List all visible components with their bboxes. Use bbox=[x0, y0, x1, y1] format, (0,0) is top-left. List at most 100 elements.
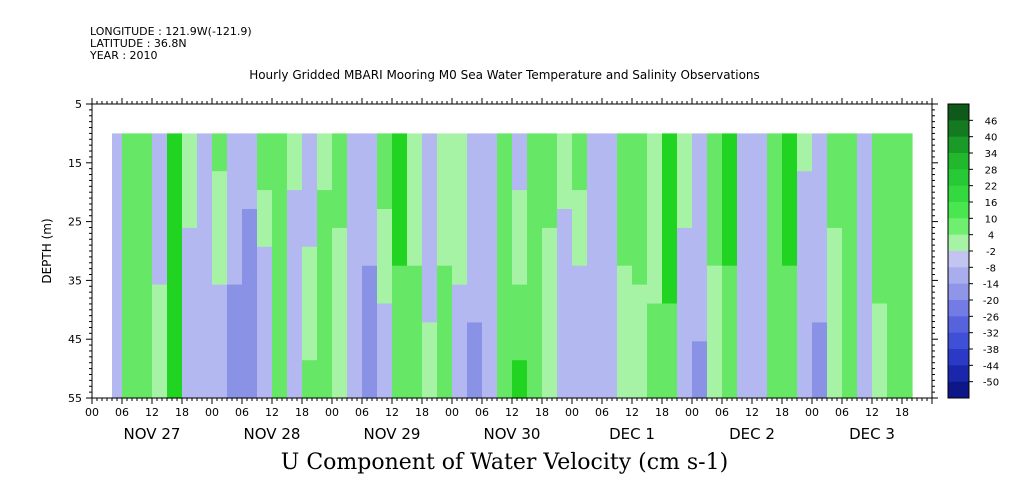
heatmap-cell bbox=[512, 265, 528, 286]
heatmap-cell bbox=[527, 209, 543, 229]
heatmap-cell bbox=[557, 152, 573, 172]
heatmap-cell bbox=[662, 190, 678, 210]
heatmap-cell bbox=[212, 379, 228, 399]
heatmap-cell bbox=[617, 190, 633, 210]
heatmap-cell bbox=[362, 190, 378, 210]
heatmap-cell bbox=[617, 209, 633, 229]
heatmap-cell bbox=[647, 284, 663, 305]
heatmap-cell bbox=[767, 379, 783, 399]
heatmap-cell bbox=[152, 322, 168, 342]
heatmap-cell bbox=[737, 341, 753, 361]
x-hour-tick-label: 18 bbox=[415, 406, 429, 419]
heatmap-cell bbox=[302, 133, 318, 153]
heatmap-cell bbox=[392, 341, 408, 361]
heatmap-cell bbox=[407, 171, 423, 191]
heatmap-cell bbox=[152, 133, 168, 153]
heatmap-cell bbox=[287, 209, 303, 229]
colorbar-segment bbox=[948, 267, 969, 285]
heatmap-cell bbox=[647, 379, 663, 399]
colorbar-segment bbox=[948, 283, 969, 301]
heatmap-cell bbox=[482, 303, 498, 323]
heatmap-cell bbox=[722, 190, 738, 210]
heatmap-cell bbox=[587, 322, 603, 342]
heatmap-cell bbox=[332, 133, 348, 153]
heatmap-cell bbox=[677, 133, 693, 153]
heatmap-cell bbox=[227, 209, 243, 229]
heatmap-cell bbox=[782, 133, 798, 153]
heatmap-cell bbox=[752, 133, 768, 153]
heatmap-cell bbox=[902, 209, 913, 229]
heatmap-cell bbox=[767, 322, 783, 342]
heatmap-cell bbox=[662, 171, 678, 191]
heatmap-cell bbox=[302, 152, 318, 172]
heatmap-cell bbox=[112, 322, 123, 342]
heatmap-cell bbox=[527, 322, 543, 342]
heatmap-cell bbox=[272, 227, 288, 248]
heatmap-cell bbox=[242, 341, 258, 361]
heatmap-cell bbox=[632, 303, 648, 323]
colorbar-segment bbox=[948, 349, 969, 366]
heatmap-cell bbox=[332, 284, 348, 305]
colorbar-segment bbox=[948, 120, 969, 138]
heatmap-cell bbox=[347, 360, 363, 380]
heatmap-cell bbox=[242, 190, 258, 210]
heatmap-cell bbox=[677, 379, 693, 399]
heatmap-cell bbox=[422, 303, 438, 323]
heatmap-cell bbox=[167, 341, 183, 361]
heatmap-cell bbox=[842, 190, 858, 210]
heatmap-cell bbox=[587, 133, 603, 153]
x-day-label: DEC 1 bbox=[609, 425, 655, 443]
heatmap-cell bbox=[497, 190, 513, 210]
heatmap-cell bbox=[317, 265, 333, 286]
heatmap-cell bbox=[707, 190, 723, 210]
heatmap-cell bbox=[767, 209, 783, 229]
latitude-label: LATITUDE : 36.8N bbox=[90, 37, 187, 50]
heatmap-cell bbox=[872, 322, 888, 342]
x-hour-tick-label: 06 bbox=[595, 406, 609, 419]
heatmap-cell bbox=[572, 303, 588, 323]
heatmap-cell bbox=[407, 227, 423, 248]
heatmap-cell bbox=[572, 152, 588, 172]
heatmap-cell bbox=[827, 322, 843, 342]
heatmap-cell bbox=[112, 190, 123, 210]
heatmap-cell bbox=[152, 152, 168, 172]
heatmap-cell bbox=[317, 152, 333, 172]
heatmap-cell bbox=[842, 227, 858, 248]
heatmap-cell bbox=[197, 322, 213, 342]
heatmap-cell bbox=[632, 322, 648, 342]
heatmap-cell bbox=[722, 284, 738, 305]
heatmap-cell bbox=[512, 152, 528, 172]
heatmap-cell bbox=[152, 303, 168, 323]
heatmap-cell bbox=[272, 360, 288, 380]
heatmap-cell bbox=[377, 171, 393, 191]
heatmap-cell bbox=[272, 284, 288, 305]
heatmap-cell bbox=[392, 227, 408, 248]
heatmap-cell bbox=[662, 265, 678, 286]
heatmap-cell bbox=[182, 133, 198, 153]
heatmap-cell bbox=[362, 171, 378, 191]
heatmap-cell bbox=[377, 303, 393, 323]
colorbar-segment bbox=[948, 136, 969, 154]
heatmap-cell bbox=[557, 360, 573, 380]
heatmap-cell bbox=[512, 209, 528, 229]
heatmap-cell bbox=[137, 246, 153, 267]
heatmap-cell bbox=[782, 190, 798, 210]
x-hour-tick-label: 06 bbox=[835, 406, 849, 419]
heatmap-cell bbox=[602, 303, 618, 323]
heatmap-cell bbox=[112, 341, 123, 361]
heatmap-cell bbox=[212, 246, 228, 267]
heatmap-cell bbox=[842, 265, 858, 286]
heatmap-cell bbox=[527, 227, 543, 248]
heatmap-cell bbox=[647, 133, 663, 153]
heatmap-cell bbox=[437, 341, 453, 361]
heatmap-cell bbox=[227, 303, 243, 323]
heatmap-cell bbox=[722, 133, 738, 153]
heatmap-cell bbox=[647, 171, 663, 191]
heatmap-cell bbox=[887, 379, 903, 399]
heatmap-cell bbox=[752, 379, 768, 399]
heatmap-cell bbox=[707, 246, 723, 267]
heatmap-cell bbox=[212, 227, 228, 248]
heatmap-cell bbox=[542, 152, 558, 172]
heatmap-cell bbox=[542, 303, 558, 323]
heatmap-cell bbox=[572, 133, 588, 153]
